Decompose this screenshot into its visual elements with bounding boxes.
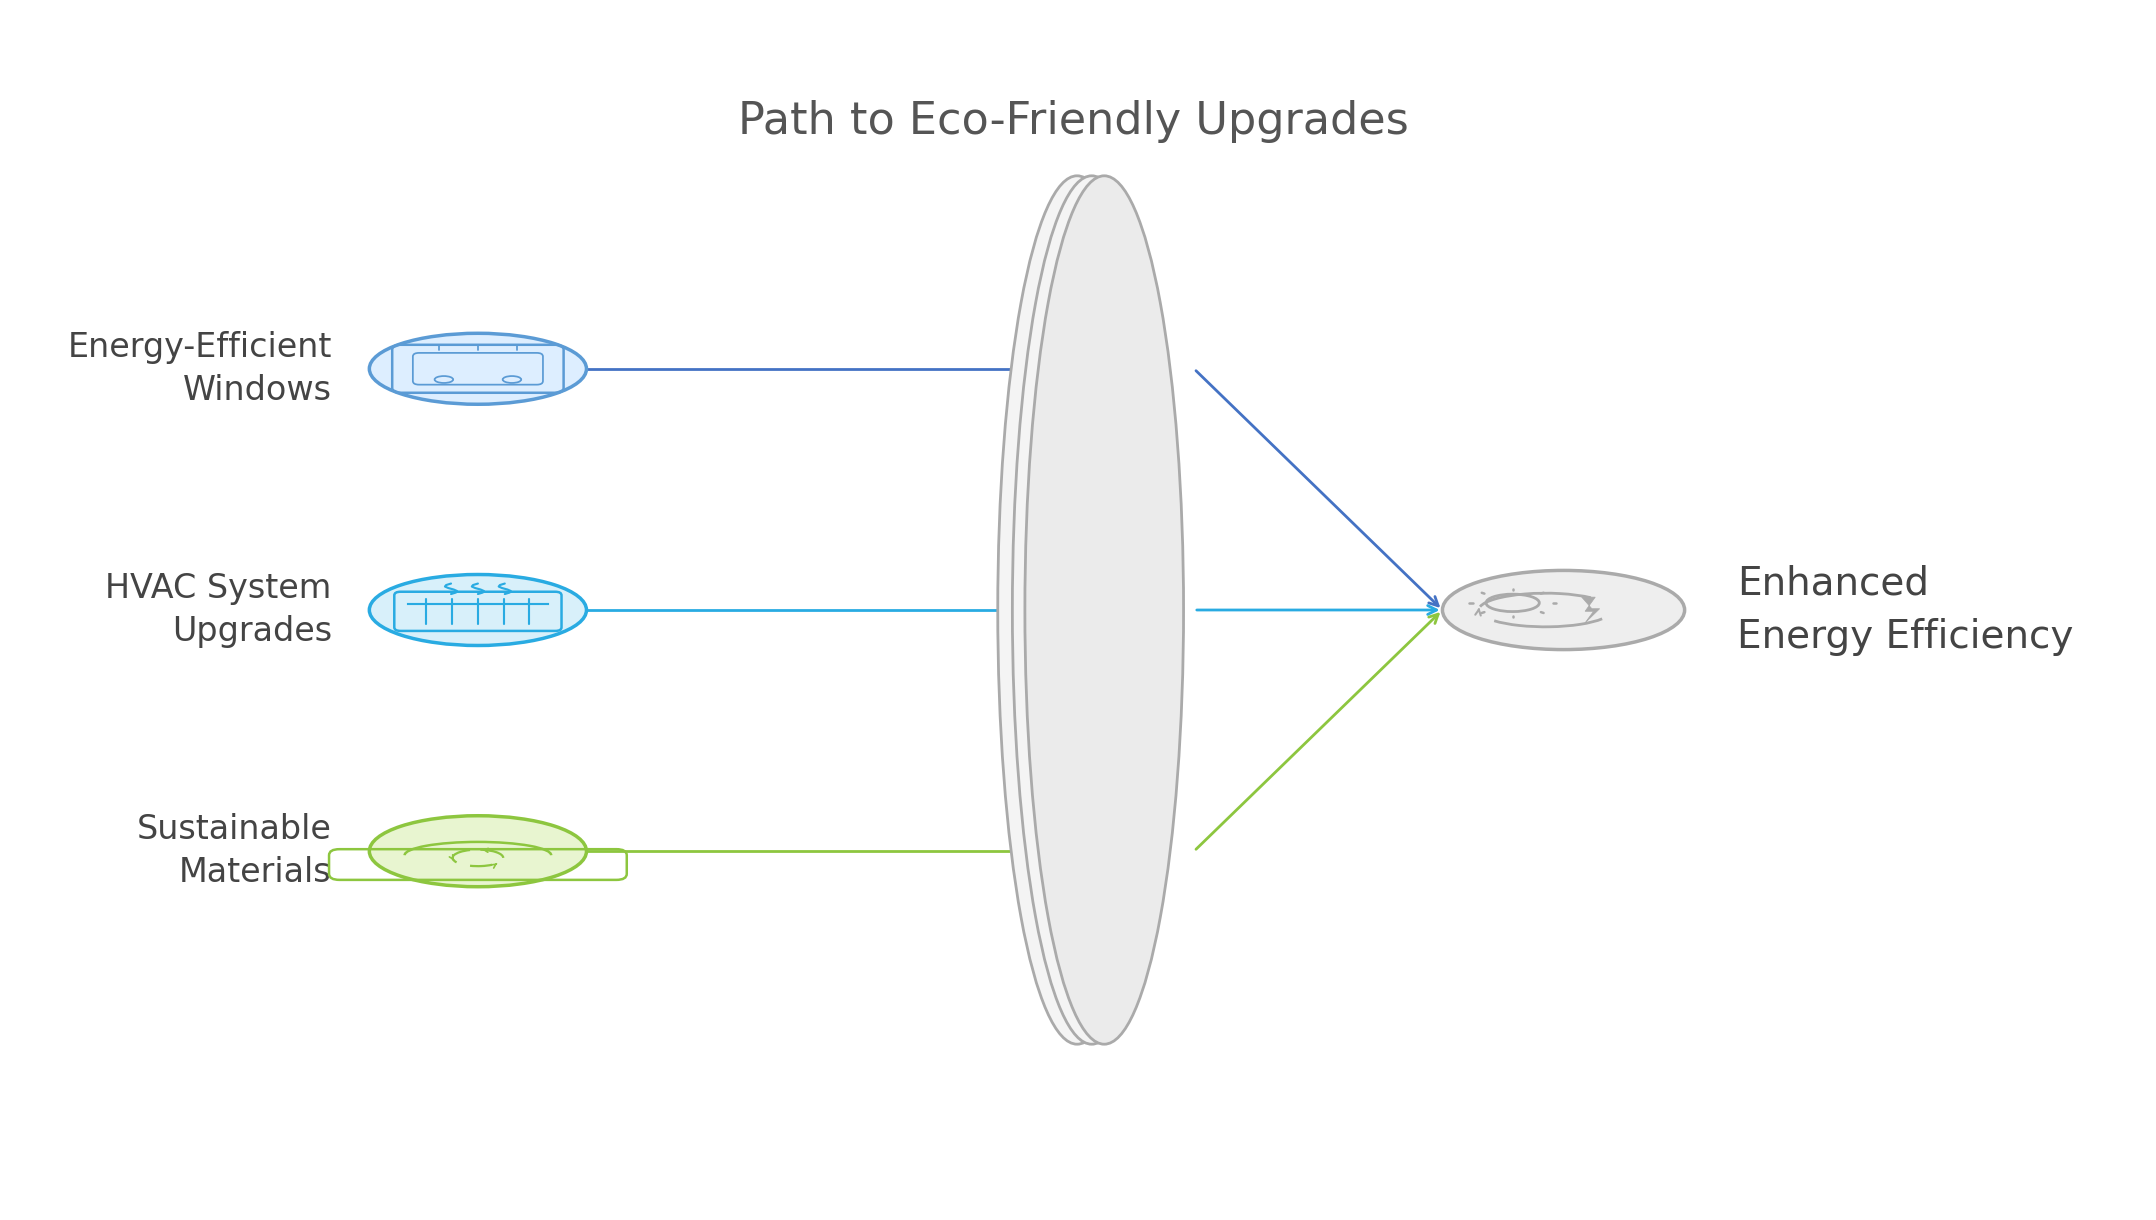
Ellipse shape xyxy=(1442,571,1684,649)
Ellipse shape xyxy=(1024,176,1184,1044)
Polygon shape xyxy=(1583,597,1600,623)
Ellipse shape xyxy=(369,333,586,404)
Ellipse shape xyxy=(1013,176,1171,1044)
Text: Enhanced
Energy Efficiency: Enhanced Energy Efficiency xyxy=(1738,565,2074,655)
Text: Sustainable
Materials: Sustainable Materials xyxy=(136,813,332,889)
Text: Energy-Efficient
Windows: Energy-Efficient Windows xyxy=(67,331,332,407)
Ellipse shape xyxy=(369,575,586,645)
Ellipse shape xyxy=(998,176,1156,1044)
Text: Path to Eco-Friendly Upgrades: Path to Eco-Friendly Upgrades xyxy=(737,100,1408,143)
Text: HVAC System
Upgrades: HVAC System Upgrades xyxy=(106,572,332,648)
Ellipse shape xyxy=(369,816,586,887)
